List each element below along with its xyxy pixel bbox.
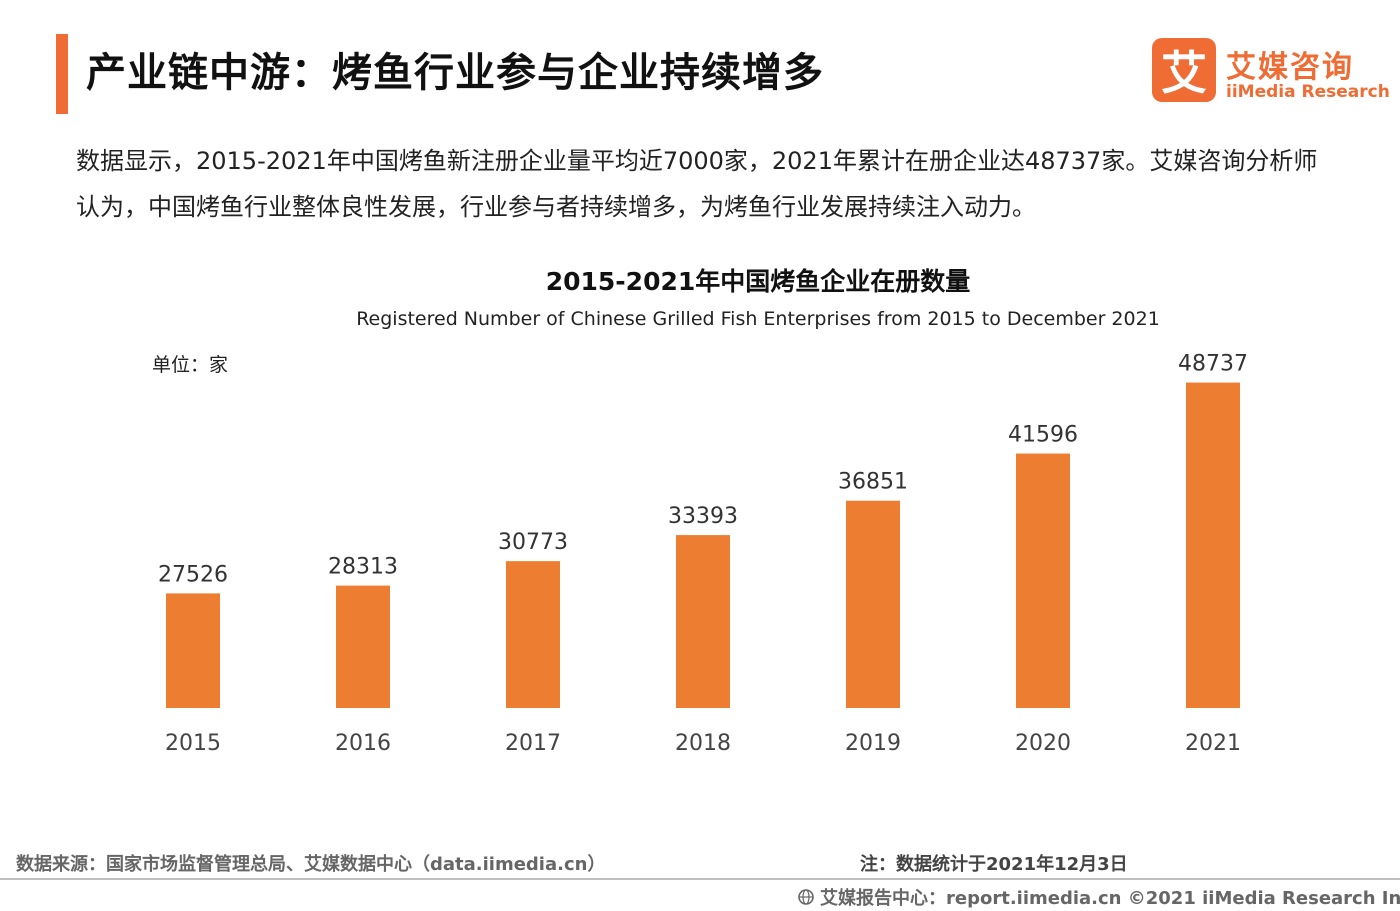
x-tick-label-2016: 2016 — [335, 731, 391, 756]
unit-label: 单位：家 — [152, 354, 229, 376]
logo-text-cn: 艾媒咨询 — [1226, 50, 1354, 85]
data-label-2015: 27526 — [158, 562, 228, 587]
data-label-2019: 36851 — [838, 470, 908, 495]
copyright-line: 艾媒报告中心：report.iimedia.cn ©2021 iiMedia R… — [798, 884, 1400, 910]
description-paragraph: 数据显示，2015-2021年中国烤鱼新注册企业量平均近7000家，2021年累… — [76, 147, 1318, 221]
bar-2016 — [336, 585, 390, 708]
title-accent-bar — [56, 34, 68, 114]
chart-subtitle: Registered Number of Chinese Grilled Fis… — [356, 308, 1160, 330]
logo-mark: 艾 — [1152, 38, 1216, 102]
copyright-text: 艾媒报告中心：report.iimedia.cn ©2021 iiMedia R… — [820, 888, 1400, 909]
x-tick-label-2015: 2015 — [165, 731, 221, 756]
bar-2020 — [1016, 453, 1070, 708]
bar-2018 — [676, 535, 730, 708]
data-note: 注：数据统计于2021年12月3日 — [860, 854, 1128, 875]
x-tick-label-2020: 2020 — [1015, 731, 1071, 756]
bar-2017 — [506, 561, 560, 708]
data-label-2016: 28313 — [328, 555, 398, 580]
logo-text-en: iiMedia Research — [1226, 82, 1390, 102]
data-label-2017: 30773 — [498, 530, 568, 555]
page-title: 产业链中游：烤鱼行业参与企业持续增多 — [86, 50, 824, 96]
x-tick-label-2021: 2021 — [1185, 731, 1241, 756]
bar-chart: 27526 2015 28313 2016 30773 2017 33393 2018 3685… — [158, 352, 1248, 756]
brand-logo: 艾 艾媒咨询 iiMedia Research — [1152, 38, 1390, 104]
bar-2019 — [846, 500, 900, 708]
x-tick-label-2017: 2017 — [505, 731, 561, 756]
data-label-2020: 41596 — [1008, 423, 1078, 448]
x-tick-label-2019: 2019 — [845, 731, 901, 756]
globe-icon — [798, 889, 814, 905]
data-label-2018: 33393 — [668, 504, 738, 529]
footer-divider — [0, 878, 1400, 880]
data-source: 数据来源：国家市场监督管理总局、艾媒数据中心（data.iimedia.cn） — [16, 854, 606, 875]
data-label-2021: 48737 — [1178, 352, 1248, 377]
x-tick-label-2018: 2018 — [675, 731, 731, 756]
bar-2015 — [166, 593, 220, 708]
bar-2021 — [1186, 382, 1240, 708]
chart-title: 2015-2021年中国烤鱼企业在册数量 — [545, 267, 971, 296]
